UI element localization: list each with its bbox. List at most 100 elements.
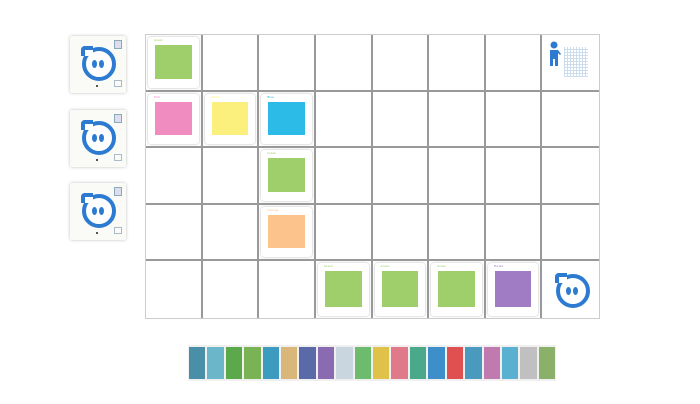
color-tile[interactable]: Purple [487,263,539,316]
sphero-icon [81,120,116,155]
scene-thumbnail [373,347,390,379]
board-cell[interactable] [372,148,430,205]
tile-label: Yellow [210,94,220,99]
color-tile[interactable]: Green [261,150,312,201]
board-cell[interactable]: Green [429,261,486,318]
scene-strip [188,345,556,381]
board-cell[interactable] [485,204,543,262]
tile-label: Purple [493,264,504,269]
board-cell[interactable] [202,204,260,262]
card-corner-icon [114,114,122,123]
scene-thumbnail [409,347,427,379]
board-cell[interactable] [315,91,373,149]
scene-thumbnail [262,347,280,379]
board-cell[interactable]: Purple [486,261,543,318]
board-cell[interactable] [429,204,486,262]
board-cell[interactable] [542,92,599,149]
color-tile[interactable]: Yellow [204,93,256,145]
sphero-icon [555,273,591,309]
goal-tile[interactable] [544,37,597,88]
color-tile[interactable]: Green [317,263,369,316]
scene-thumbnail [501,347,519,379]
sphero-icon [81,193,116,228]
board-cell[interactable]: Orange [259,204,316,262]
board-cell[interactable] [372,35,430,92]
board-cell[interactable] [485,91,543,149]
board-cell[interactable]: Green [316,261,373,318]
board-cell[interactable] [485,35,543,92]
card-corner-icon [114,40,122,49]
scene-thumbnail [520,347,537,379]
board-cell[interactable] [542,205,599,262]
card-corner-icon [114,227,122,234]
scene-thumbnail [446,347,464,379]
board-cell[interactable] [315,148,373,205]
sphero-card[interactable] [70,110,126,167]
board-cell[interactable] [542,261,599,318]
scene-thumbnail [244,347,261,379]
scene-thumbnail [354,347,372,379]
tile-label: Green [154,38,164,42]
board-cell[interactable] [542,148,599,205]
scene-thumbnail [483,347,500,379]
board-cell[interactable] [372,91,430,149]
tile-label: Green [267,151,277,156]
color-tile[interactable]: Green [148,37,199,88]
scene-thumbnail [207,347,224,379]
board-cell[interactable] [315,35,373,92]
board-cell[interactable]: Green [259,148,316,205]
color-square [494,271,532,307]
person-icon [550,41,562,66]
board-cell[interactable] [315,204,373,262]
grid-pattern [564,47,589,77]
board-cell[interactable] [429,35,486,92]
sphero-tile[interactable] [544,263,597,316]
scene-thumbnail [336,347,353,379]
board-cell[interactable] [146,261,203,318]
color-tile[interactable]: Blue [261,93,312,145]
board-cell[interactable]: Pink [146,91,203,149]
scene-thumbnail [538,347,556,379]
board-cell[interactable] [259,35,316,92]
board-cell[interactable] [146,148,203,205]
board-cell[interactable] [429,148,486,205]
color-square [268,158,305,192]
board-cell[interactable] [203,261,260,318]
sphero-icon [81,46,116,81]
board-cell[interactable] [202,148,260,205]
tile-label: Green [323,264,333,269]
card-dot [96,85,98,87]
sphero-card[interactable] [70,183,126,240]
color-square [324,271,362,307]
tile-label: Pink [154,94,161,99]
scene-thumbnail [299,347,316,379]
sphero-card[interactable] [70,36,126,93]
color-square [381,271,419,307]
color-tile[interactable]: Green [374,263,426,316]
board-cell[interactable] [202,35,260,92]
board-cell[interactable]: Green [373,261,430,318]
board-cell[interactable] [372,204,430,262]
board-cell[interactable]: Blue [259,91,316,149]
color-square [155,101,192,136]
board-cell[interactable] [146,204,203,262]
board-cell[interactable] [542,35,599,92]
color-tile[interactable]: Green [431,263,482,316]
board-cell[interactable] [259,261,316,318]
game-board[interactable]: Green Pink Yellow Blue Green Orange Green Green… [145,34,600,319]
scene-thumbnail [465,347,482,379]
board-cell[interactable]: Yellow [202,91,260,149]
card-dot [96,159,98,161]
tile-label: Orange [267,207,279,212]
card-dot [96,232,98,234]
color-tile[interactable]: Pink [148,93,199,145]
card-corner-icon [114,187,122,196]
tile-label: Green [380,264,390,269]
color-tile[interactable]: Orange [261,206,312,258]
tile-label: Blue [267,94,274,99]
board-cell[interactable]: Green [146,35,203,92]
board-cell[interactable] [485,148,543,205]
color-square [155,45,192,79]
board-cell[interactable] [429,91,486,149]
scene-thumbnail [225,347,243,379]
